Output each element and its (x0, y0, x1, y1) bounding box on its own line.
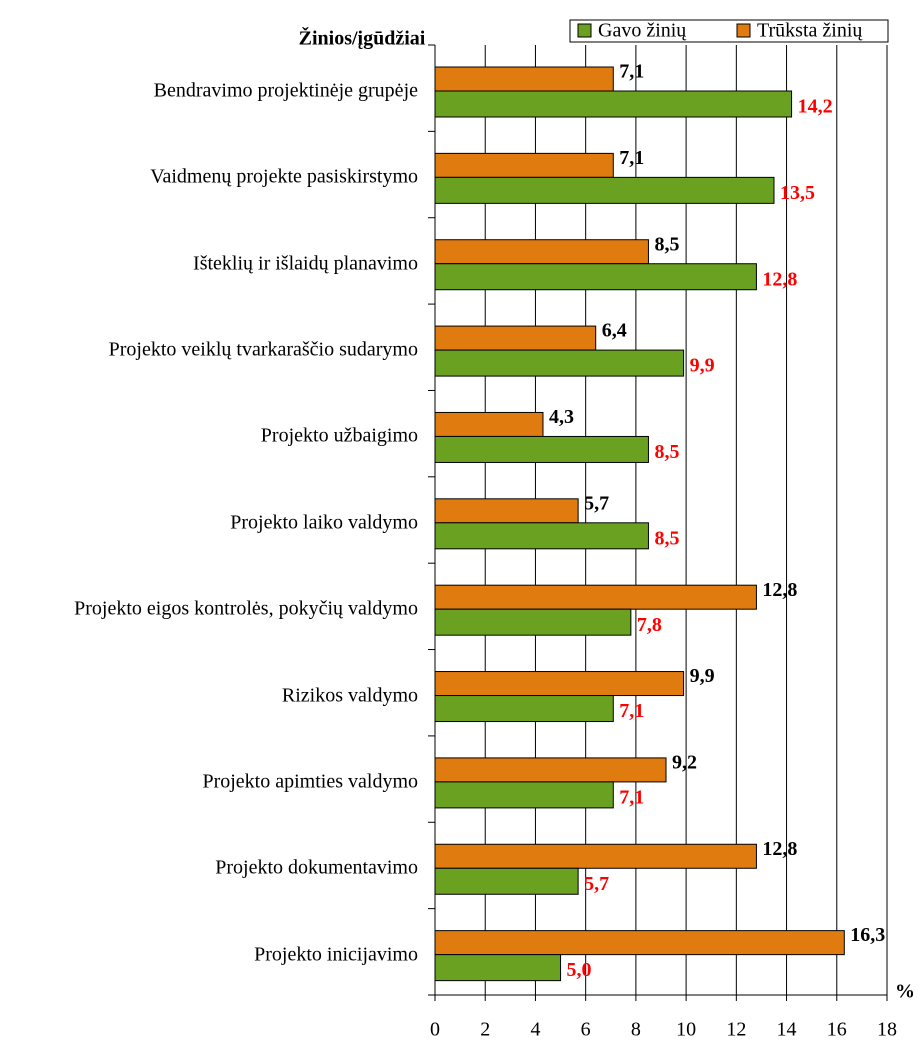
bar (434, 930, 845, 956)
bar (434, 176, 775, 204)
bar (434, 671, 685, 697)
data-label: 7,1 (619, 61, 644, 83)
y-tick-label: Rizikos valdymo (282, 679, 418, 712)
data-label: 7,1 (619, 700, 644, 722)
y-tick-label-text: Bendravimo projektinėje grupėje (153, 79, 418, 102)
data-label: 8,5 (654, 233, 679, 255)
x-tick-label: 18 (877, 1019, 897, 1041)
data-label: 8,5 (654, 441, 679, 463)
bar (434, 263, 757, 291)
y-tick-label: Išteklių ir išlaidų planavimo (193, 247, 418, 280)
x-tick-label: 14 (777, 1019, 797, 1041)
bar (434, 435, 649, 463)
bar (434, 239, 649, 265)
bar (434, 90, 793, 118)
y-axis-title: Žinios/įgūdžiai (299, 26, 426, 50)
bar (434, 411, 544, 437)
bar (434, 349, 685, 377)
data-label: 6,4 (602, 320, 627, 342)
bar (434, 498, 579, 524)
x-tick-label: 10 (676, 1019, 696, 1041)
y-tick-label: Projekto užbaigimo (261, 420, 418, 453)
data-label: 14,2 (798, 96, 833, 118)
x-axis-title: % (895, 981, 915, 1003)
data-label: 9,9 (690, 665, 715, 687)
bar (434, 757, 667, 783)
legend-swatch (736, 23, 751, 38)
y-tick-label-text: Projekto užbaigimo (260, 424, 418, 447)
data-label: 12,8 (762, 268, 797, 290)
bar (434, 522, 649, 550)
y-tick-label: Vaidmenų projekte pasiskirstymo (150, 161, 418, 194)
y-tick-label: Projekto veiklų tvarkaraščio sudarymo (109, 334, 418, 367)
x-tick-label: 2 (480, 1019, 490, 1041)
legend-label: Gavo žinių (598, 20, 687, 42)
y-tick-label-text: Projekto eigos kontrolės, pokyčių valdym… (74, 597, 418, 620)
y-tick-label-text: Projekto apimties valdymo (202, 770, 418, 793)
y-tick-label-text: Išteklių ir išlaidų planavimo (193, 252, 418, 275)
data-label: 9,9 (690, 355, 715, 377)
bar (434, 954, 562, 982)
data-label: 9,2 (672, 752, 697, 774)
y-tick-label: Projekto laiko valdymo (230, 506, 418, 539)
bar (434, 152, 614, 178)
x-tick-label: 0 (430, 1019, 440, 1041)
bar (434, 584, 757, 610)
x-tick-label: 12 (726, 1019, 746, 1041)
y-tick-label-text: Rizikos valdymo (281, 684, 418, 707)
data-label: 5,7 (584, 492, 609, 514)
y-tick-label: Projekto dokumentavimo (215, 852, 418, 885)
data-label: 5,0 (567, 959, 592, 981)
bar (434, 608, 632, 636)
y-tick-label-text: Vaidmenų projekte pasiskirstymo (150, 165, 418, 188)
bar (434, 843, 757, 869)
y-tick-label: Bendravimo projektinėje grupėje (154, 75, 418, 108)
legend-swatch (577, 23, 592, 38)
data-label: 7,1 (619, 147, 644, 169)
bar (434, 325, 597, 351)
y-tick-label: Projekto apimties valdymo (202, 765, 418, 798)
x-tick-label: 4 (530, 1019, 540, 1041)
data-label: 13,5 (780, 182, 815, 204)
bar (434, 695, 614, 723)
y-tick-label-text: Projekto dokumentavimo (215, 856, 418, 879)
data-label: 7,1 (619, 787, 644, 809)
data-label: 5,7 (584, 873, 609, 895)
y-tick-label: Projekto eigos kontrolės, pokyčių valdym… (74, 593, 418, 626)
bar (434, 781, 614, 809)
bar (434, 867, 579, 895)
y-tick-label: Projekto inicijavimo (254, 938, 418, 971)
x-tick-label: 8 (631, 1019, 641, 1041)
y-tick-label-text: Projekto veiklų tvarkaraščio sudarymo (108, 338, 418, 361)
data-label: 7,8 (637, 614, 662, 636)
data-label: 8,5 (654, 527, 679, 549)
y-tick-label-text: Projekto inicijavimo (254, 943, 418, 966)
legend-box (569, 19, 889, 43)
data-label: 12,8 (762, 838, 797, 860)
x-tick-label: 6 (581, 1019, 591, 1041)
data-label: 4,3 (549, 406, 574, 428)
y-tick-label-text: Projekto laiko valdymo (230, 511, 418, 534)
data-label: 16,3 (850, 924, 885, 946)
bar (434, 66, 614, 92)
legend-label: Trūksta žinių (757, 20, 863, 42)
data-label: 12,8 (762, 579, 797, 601)
x-tick-label: 16 (827, 1019, 847, 1041)
